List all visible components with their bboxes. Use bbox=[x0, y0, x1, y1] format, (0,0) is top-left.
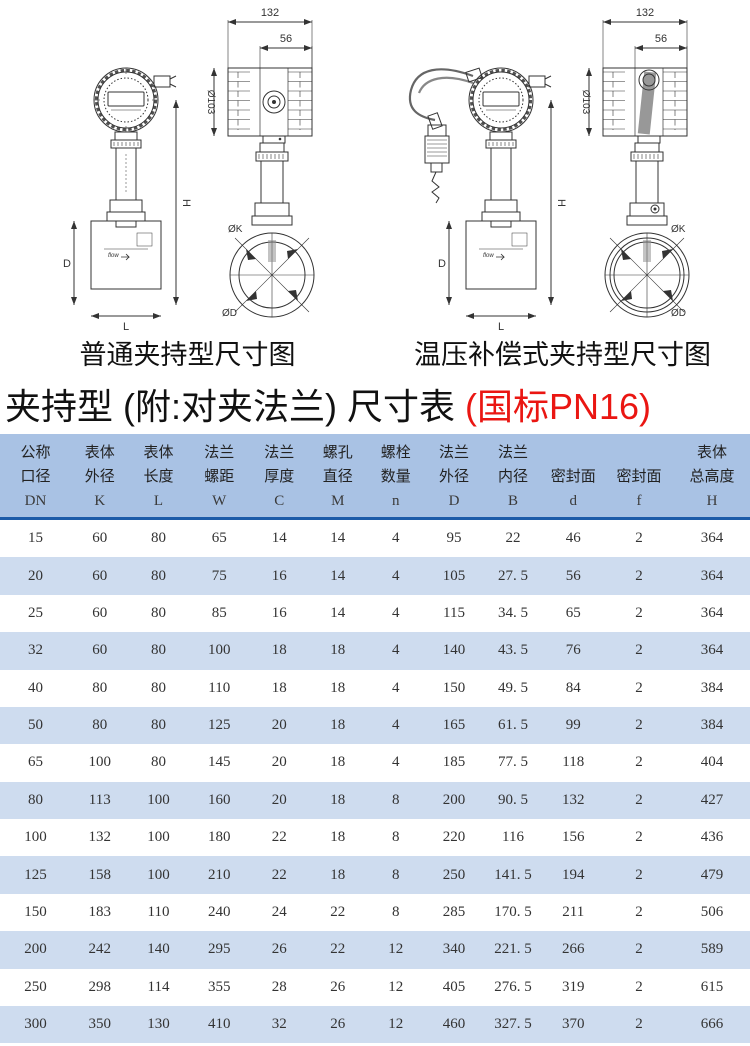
svg-text:Ø103: Ø103 bbox=[205, 90, 216, 115]
svg-text:132: 132 bbox=[636, 7, 654, 19]
svg-text:56: 56 bbox=[655, 33, 667, 45]
svg-text:ØK: ØK bbox=[228, 224, 243, 235]
svg-text:ØD: ØD bbox=[671, 308, 686, 319]
svg-text:H: H bbox=[180, 199, 192, 207]
svg-text:flow: flow bbox=[108, 253, 119, 259]
svg-text:L: L bbox=[123, 321, 129, 333]
svg-text:D: D bbox=[63, 258, 71, 270]
svg-text:ØK: ØK bbox=[671, 224, 686, 235]
svg-text:ØD: ØD bbox=[222, 308, 237, 319]
svg-text:Ø103: Ø103 bbox=[580, 90, 591, 115]
svg-text:flow: flow bbox=[483, 253, 494, 259]
svg-text:L: L bbox=[498, 321, 504, 333]
svg-text:132: 132 bbox=[261, 7, 279, 19]
svg-text:D: D bbox=[438, 258, 446, 270]
svg-text:H: H bbox=[555, 199, 567, 207]
svg-text:56: 56 bbox=[280, 33, 292, 45]
